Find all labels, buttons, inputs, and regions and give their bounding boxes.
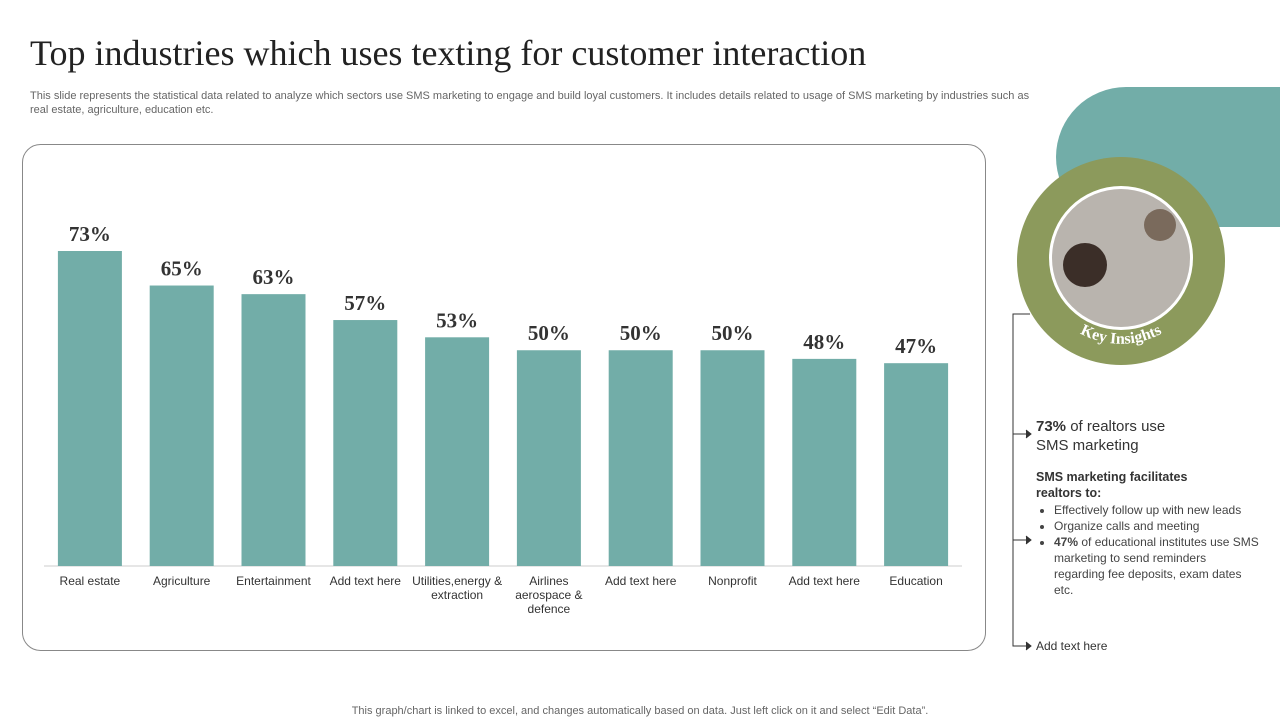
x-tick-label: Nonprofit xyxy=(708,574,757,588)
footer-note: This graph/chart is linked to excel, and… xyxy=(351,705,929,717)
subtitle: This slide represents the statistical da… xyxy=(30,90,1030,116)
bullet-text: of educational institutes use SMS market… xyxy=(1054,535,1259,597)
bar xyxy=(333,320,398,566)
bar xyxy=(884,363,949,566)
chart-frame xyxy=(22,144,986,651)
stat-text: of realtors use SMS marketing xyxy=(1036,418,1166,454)
bar xyxy=(608,350,673,566)
insight-bullet: Organize calls and meeting xyxy=(1054,518,1259,534)
bar xyxy=(425,337,490,566)
bullet-value: 47% xyxy=(1054,535,1079,549)
value-label: 50% xyxy=(620,321,662,345)
x-tick-label: Agriculture xyxy=(153,574,211,588)
photo-person xyxy=(1144,209,1176,241)
value-label: 53% xyxy=(436,308,478,332)
x-tick-label: Entertainment xyxy=(236,574,311,588)
x-tick-label: Add text here xyxy=(788,574,860,588)
x-tick-label: Education xyxy=(889,574,943,588)
x-tick-label: Utilities,energy & extraction xyxy=(412,574,503,602)
bar xyxy=(700,350,765,566)
bar xyxy=(792,358,857,566)
value-label: 73% xyxy=(69,222,111,246)
x-tick-label: Add text here xyxy=(329,574,401,588)
insight-bullet: Effectively follow up with new leads xyxy=(1054,502,1259,518)
insight-bullet: 47% of educational institutes use SMS ma… xyxy=(1054,534,1259,598)
value-label: 57% xyxy=(344,291,386,315)
bar xyxy=(57,251,122,566)
value-label: 65% xyxy=(161,257,203,281)
value-label: 47% xyxy=(895,334,937,358)
stat-value: 73% xyxy=(1036,418,1067,435)
insight-heading: SMS marketing facilitates realtors to: xyxy=(1036,470,1188,500)
value-label: 50% xyxy=(528,321,570,345)
bullet-text: Effectively follow up with new leads xyxy=(1054,503,1242,517)
bar xyxy=(516,350,581,566)
value-label: 63% xyxy=(253,265,295,289)
insight-footer: Add text here xyxy=(1036,639,1108,653)
title: Top industries which uses texting for cu… xyxy=(30,33,867,73)
insight-list: Effectively follow up with new leads Orga… xyxy=(1036,502,1259,598)
bar xyxy=(241,294,306,566)
value-label: 50% xyxy=(712,321,754,345)
bracket xyxy=(1012,313,1032,651)
x-tick-label: Airlines aerospace & defence xyxy=(515,574,583,616)
bar xyxy=(149,285,214,566)
photo-person xyxy=(1063,243,1107,287)
x-tick-label: Add text here xyxy=(604,574,677,588)
insight-stat: 73% of realtors use SMS marketing xyxy=(1036,417,1186,455)
bullet-text: Organize calls and meeting xyxy=(1054,519,1200,533)
x-tick-label: Real estate xyxy=(59,574,121,588)
value-label: 48% xyxy=(803,330,845,354)
